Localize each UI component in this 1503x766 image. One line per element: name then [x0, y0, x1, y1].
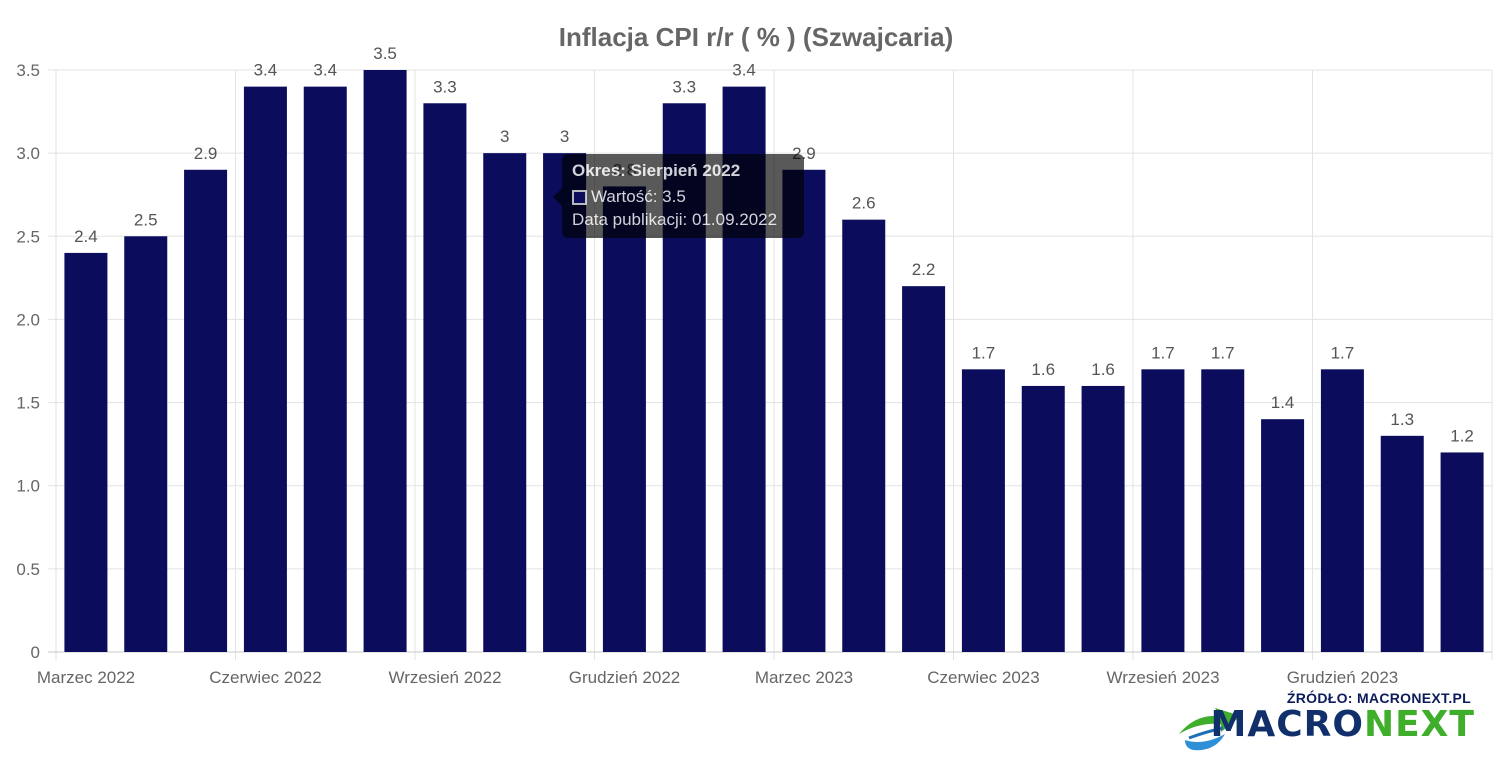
bar[interactable]	[1021, 385, 1065, 652]
bar[interactable]	[782, 169, 826, 652]
bar-value-label: 1.2	[1450, 426, 1474, 445]
bar-value-label: 1.7	[1211, 343, 1235, 362]
x-axis-ticks: Marzec 2022 Czerwiec 2022 Wrzesień 2022 Gru…	[37, 668, 1398, 687]
bar-value-label: 2.6	[852, 194, 876, 213]
bar-value-label: 1.6	[1031, 360, 1055, 379]
bar-value-label: 3.4	[313, 61, 337, 80]
x-tick-label: Marzec 2022	[37, 668, 135, 687]
y-tick-label: 1.0	[16, 477, 40, 496]
x-tick-label: Czerwiec 2022	[209, 668, 321, 687]
bar-value-label: 2.9	[194, 144, 218, 163]
x-tick-label: Wrzesień 2022	[388, 668, 501, 687]
bar[interactable]	[602, 186, 646, 652]
bar[interactable]	[1081, 385, 1125, 652]
series-swatch-icon	[572, 189, 587, 205]
bar[interactable]	[1380, 435, 1424, 652]
bar-value-label: 1.7	[1151, 343, 1175, 362]
bar[interactable]	[902, 286, 946, 652]
bar[interactable]	[363, 70, 407, 652]
bar[interactable]	[1261, 419, 1305, 652]
source-label: ŹRÓDŁO: MACRONEXT.PL	[1286, 690, 1471, 706]
bar-value-label: 2.4	[74, 227, 98, 246]
x-tick-label: Wrzesień 2023	[1106, 668, 1219, 687]
brand-name-part1: MACRO	[1210, 704, 1364, 745]
bar[interactable]	[1320, 369, 1364, 652]
bar[interactable]	[243, 86, 287, 653]
bar[interactable]	[961, 369, 1005, 652]
bar-value-label: 3.3	[672, 77, 696, 96]
x-tick-label: Czerwiec 2023	[927, 668, 1039, 687]
tooltip-value-row: Wartość: 3.5	[572, 187, 794, 207]
x-tick-label: Grudzień 2023	[1287, 668, 1399, 687]
chart-bars	[64, 70, 1484, 653]
source-branding: ŹRÓDŁO: MACRONEXT.PL MACRONEXT	[1175, 690, 1475, 756]
bar-value-label: 3.4	[254, 61, 278, 80]
chart-tooltip: Okres: Sierpień 2022 Wartość: 3.5 Data p…	[553, 154, 804, 238]
bar-value-label: 3.5	[373, 44, 397, 63]
y-tick-label: 2.0	[16, 310, 40, 329]
bar-value-label: 1.4	[1271, 393, 1295, 412]
y-tick-label: 0	[31, 643, 40, 662]
tooltip-date: Data publikacji: 01.09.2022	[572, 210, 778, 229]
bar-value-label: 3.3	[433, 77, 457, 96]
y-axis-ticks: 0 0.5 1.0 1.5 2.0 2.5 3.0 3.5	[16, 61, 40, 662]
y-tick-label: 2.5	[16, 227, 40, 246]
bar[interactable]	[1141, 369, 1185, 652]
chart-title: Inflacja CPI r/r ( % ) (Szwajcaria)	[559, 22, 953, 52]
tooltip-title: Okres: Sierpień 2022	[572, 161, 741, 180]
y-tick-label: 1.5	[16, 394, 40, 413]
bar-value-label: 1.7	[972, 343, 996, 362]
bar[interactable]	[423, 103, 467, 652]
bar-value-label: 1.3	[1390, 410, 1414, 429]
x-tick-label: Marzec 2023	[755, 668, 853, 687]
swoosh-arrow-icon	[1179, 708, 1241, 751]
bar[interactable]	[303, 86, 347, 653]
bar-value-label: 2.2	[912, 260, 936, 279]
bar[interactable]	[842, 219, 886, 652]
y-tick-label: 3.5	[16, 61, 40, 80]
y-tick-label: 0.5	[16, 560, 40, 579]
bar-value-label: 1.7	[1331, 343, 1355, 362]
y-tick-label: 3.0	[16, 144, 40, 163]
bar[interactable]	[124, 236, 168, 653]
bar[interactable]	[64, 252, 108, 652]
tooltip-value: Wartość: 3.5	[591, 187, 686, 206]
bar-value-label: 3.4	[732, 61, 756, 80]
bar-value-label: 3	[500, 127, 509, 146]
bar[interactable]	[184, 169, 228, 652]
brand-name: MACRONEXT	[1211, 704, 1475, 745]
bar[interactable]	[483, 153, 527, 652]
bar-value-label: 3	[560, 127, 569, 146]
bar-value-label: 1.6	[1091, 360, 1115, 379]
brand-name-part2: NEXT	[1363, 704, 1475, 745]
x-tick-label: Grudzień 2022	[569, 668, 681, 687]
bar[interactable]	[1201, 369, 1245, 652]
bar-value-label: 2.5	[134, 210, 158, 229]
bar[interactable]	[1440, 452, 1484, 652]
